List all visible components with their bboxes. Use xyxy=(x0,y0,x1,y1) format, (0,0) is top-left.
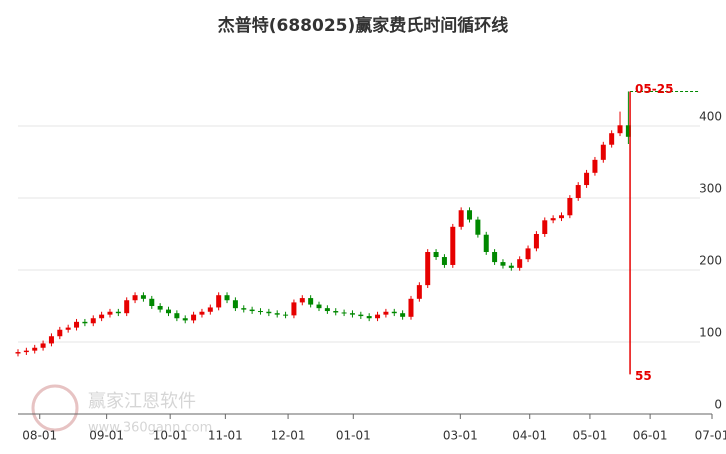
candle-body xyxy=(74,321,80,328)
candle-body xyxy=(99,314,105,319)
candle-body xyxy=(525,248,531,260)
x-tick-label: 05-01 xyxy=(572,429,607,443)
watermark-group: 赢家江恩软件 www.360gann.com xyxy=(31,384,212,436)
y-tick-label: 100 xyxy=(699,326,722,340)
candle-body xyxy=(57,329,63,337)
y-tick-label: 0 xyxy=(714,398,722,412)
candle-body xyxy=(416,285,422,299)
candle-body xyxy=(283,314,289,316)
x-tick-label: 10-01 xyxy=(153,429,188,443)
candle-body xyxy=(483,234,489,252)
watermark-url: www.360gann.com xyxy=(88,421,212,436)
candle-body xyxy=(500,262,506,266)
candle-body xyxy=(23,350,29,353)
candle-body xyxy=(333,311,339,313)
candle-body xyxy=(625,125,631,137)
candle-body xyxy=(567,198,573,216)
y-tick-label: 200 xyxy=(699,254,722,268)
candle-body xyxy=(542,220,548,234)
candle-body xyxy=(450,226,456,265)
x-tick-label: 07-01 xyxy=(695,429,726,443)
candle-body xyxy=(408,298,414,317)
candle-body xyxy=(375,314,381,319)
candle-body xyxy=(492,252,498,263)
candle-body xyxy=(15,352,21,354)
candle-body xyxy=(467,210,473,220)
x-tick-label: 12-01 xyxy=(271,429,306,443)
candle-body xyxy=(48,336,54,344)
candle-body xyxy=(249,309,255,312)
candle-body xyxy=(533,234,539,249)
candle-body xyxy=(366,316,372,319)
candle-body xyxy=(216,295,222,308)
candle-body xyxy=(324,308,330,312)
candle-body xyxy=(550,218,556,221)
candle-body xyxy=(132,295,138,301)
candle-body xyxy=(400,313,406,317)
y-tick-label: 300 xyxy=(699,182,722,196)
candle-body xyxy=(257,311,263,313)
candle-body xyxy=(191,314,197,321)
candle-body xyxy=(149,298,155,306)
watermark: 赢家江恩软件 xyxy=(88,390,196,412)
marker-value: 55 xyxy=(635,369,652,383)
candle-body xyxy=(609,133,615,145)
candle-body xyxy=(90,318,96,324)
x-tick-label: 06-01 xyxy=(633,429,668,443)
candle-body xyxy=(182,318,188,321)
chart-title: 杰普特(688025)赢家费氏时间循环线 xyxy=(218,15,509,36)
x-tick-label: 04-01 xyxy=(512,429,547,443)
candle-body xyxy=(65,327,71,330)
candle-body xyxy=(508,265,514,268)
candle-body xyxy=(82,321,88,324)
candle-body xyxy=(308,298,314,305)
candle-body xyxy=(558,215,564,219)
candle-body xyxy=(107,311,113,315)
x-tick-label: 09-01 xyxy=(89,429,124,443)
y-tick-label: 400 xyxy=(699,110,722,124)
candle-body xyxy=(349,313,355,315)
candle-body xyxy=(166,309,172,314)
candle-body xyxy=(391,311,397,314)
candle-body xyxy=(140,295,146,299)
candle-body xyxy=(115,311,121,314)
candle-body xyxy=(174,313,180,319)
candle-body xyxy=(157,306,163,310)
candle-body xyxy=(207,307,213,312)
candle-body xyxy=(383,311,389,315)
candle-body xyxy=(316,304,322,309)
candle-body xyxy=(40,343,46,348)
candle-body xyxy=(341,312,347,314)
candle-body xyxy=(517,259,523,268)
candle-body xyxy=(458,210,464,227)
watermark-logo xyxy=(31,384,79,432)
candle-body xyxy=(199,311,205,315)
candle-body xyxy=(241,308,247,310)
candle-body xyxy=(425,252,431,286)
candle-body xyxy=(592,159,598,173)
x-tick-label: 11-01 xyxy=(208,429,243,443)
marker-label: 05-25 xyxy=(635,82,673,96)
candle-body xyxy=(433,252,439,258)
candle-body xyxy=(266,311,272,314)
candle-body xyxy=(232,300,238,309)
x-tick-label: 03-01 xyxy=(443,429,478,443)
x-tick-label: 01-01 xyxy=(336,429,371,443)
candle-body xyxy=(124,300,130,314)
candle-body xyxy=(274,313,280,315)
candle-body xyxy=(32,347,38,351)
x-tick-label: 08-01 xyxy=(22,429,57,443)
candle-body xyxy=(299,298,305,303)
candle-body xyxy=(600,144,606,160)
candle-body xyxy=(358,314,364,317)
candle-body xyxy=(224,295,230,301)
candle-body xyxy=(575,185,581,198)
candle-body xyxy=(617,125,623,134)
candle-body xyxy=(441,257,447,265)
candle-body xyxy=(291,302,297,316)
candle-body xyxy=(475,219,481,235)
candle-body xyxy=(584,172,590,186)
